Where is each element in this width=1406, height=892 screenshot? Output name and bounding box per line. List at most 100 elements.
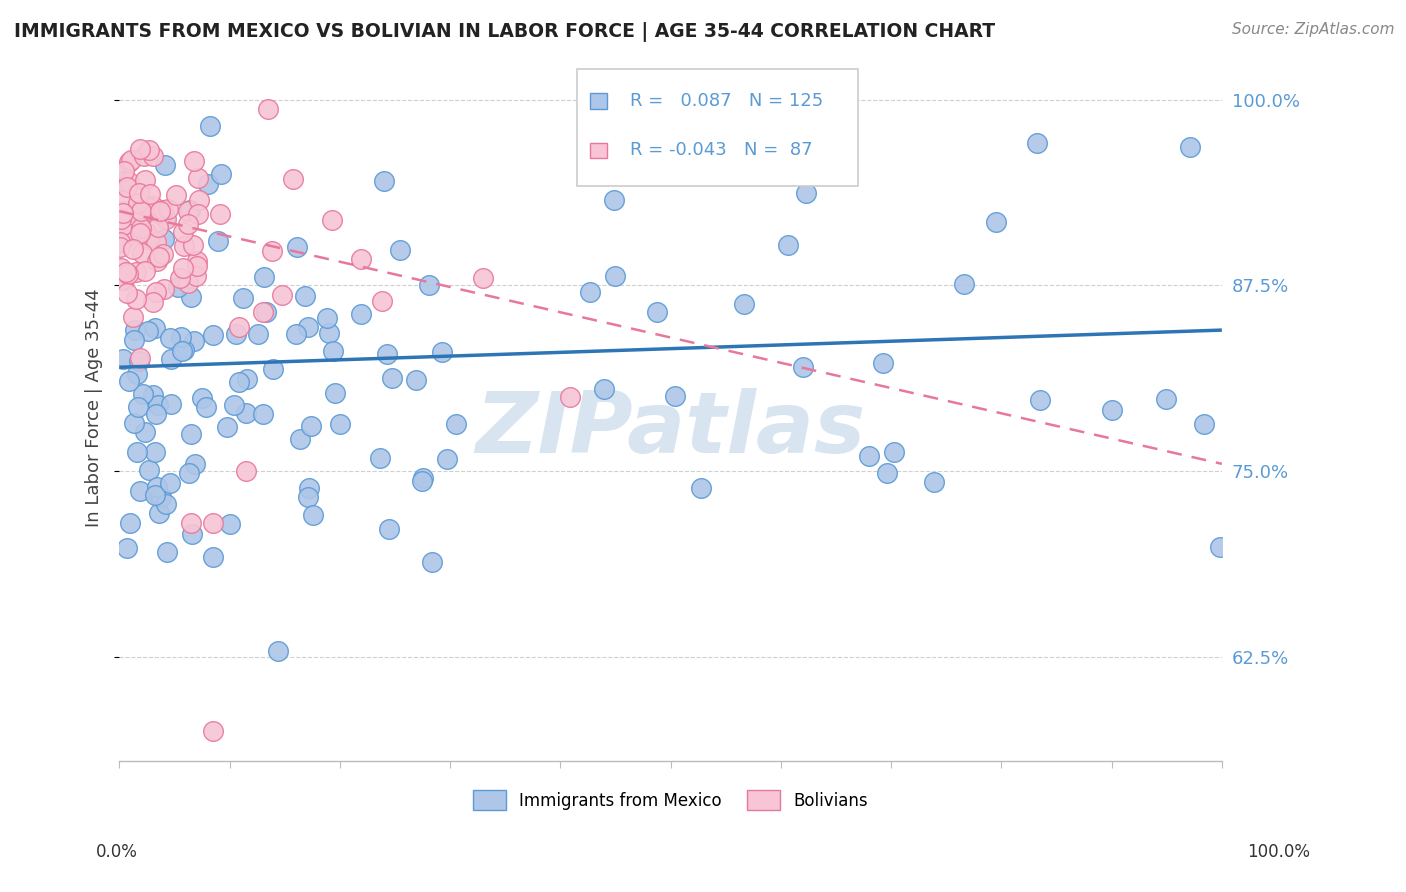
Point [253, 269, 276, 284]
Point [177, 466, 200, 480]
Point [125, 265, 148, 279]
Text: R = -0.043   N =  87: R = -0.043 N = 87 [630, 142, 813, 160]
Point [260, 244, 283, 259]
Text: 100.0%: 100.0% [1247, 843, 1310, 861]
Point [111, 203, 134, 218]
Point [858, 449, 880, 463]
FancyBboxPatch shape [591, 94, 607, 109]
Point [165, 188, 187, 202]
Point [252, 304, 274, 318]
Text: 0.0%: 0.0% [96, 843, 138, 861]
Point [592, 382, 614, 396]
Point [288, 432, 311, 446]
Y-axis label: In Labor Force | Age 35-44: In Labor Force | Age 35-44 [86, 289, 103, 527]
Point [302, 508, 325, 522]
Point [129, 221, 152, 235]
Point [115, 541, 138, 556]
Point [134, 199, 156, 213]
Point [152, 203, 174, 218]
Point [153, 210, 176, 224]
Point [146, 205, 169, 219]
Point [228, 320, 250, 334]
Point [142, 199, 165, 213]
Point [142, 388, 165, 402]
Point [207, 234, 229, 248]
Point [121, 242, 143, 256]
Point [792, 360, 814, 375]
Point [121, 310, 143, 325]
Point [110, 211, 132, 226]
Text: ZIPatlas: ZIPatlas [475, 388, 866, 471]
Text: Source: ZipAtlas.com: Source: ZipAtlas.com [1232, 22, 1395, 37]
Point [187, 170, 209, 185]
Point [420, 555, 443, 569]
Point [159, 475, 181, 490]
Point [112, 351, 135, 366]
Point [252, 407, 274, 421]
Point [128, 226, 150, 240]
Point [190, 391, 212, 405]
Point [1154, 392, 1177, 407]
Point [922, 475, 945, 490]
Point [201, 724, 224, 739]
Point [173, 343, 195, 357]
Point [149, 203, 172, 218]
Point [183, 458, 205, 472]
Point [127, 445, 149, 459]
Point [155, 211, 177, 226]
Point [235, 406, 257, 420]
Point [883, 445, 905, 459]
Point [122, 416, 145, 430]
Point [159, 331, 181, 345]
Point [110, 235, 132, 250]
Point [198, 120, 221, 134]
Point [235, 372, 257, 386]
Point [235, 463, 257, 477]
Point [125, 292, 148, 306]
Point [187, 207, 209, 221]
Point [115, 264, 138, 278]
Point [172, 225, 194, 239]
Point [139, 202, 162, 216]
Point [318, 326, 340, 340]
Text: IMMIGRANTS FROM MEXICO VS BOLIVIAN IN LABOR FORCE | AGE 35-44 CORRELATION CHART: IMMIGRANTS FROM MEXICO VS BOLIVIAN IN LA… [14, 22, 995, 42]
Point [1029, 392, 1052, 407]
Point [321, 213, 343, 227]
Point [177, 217, 200, 231]
Point [134, 264, 156, 278]
Point [197, 177, 219, 191]
Point [155, 158, 177, 172]
Point [1209, 540, 1232, 554]
Point [984, 215, 1007, 229]
Point [118, 375, 141, 389]
Point [112, 163, 135, 178]
Point [148, 250, 170, 264]
Point [297, 491, 319, 505]
Point [217, 420, 239, 434]
Point [180, 527, 202, 541]
Point [298, 481, 321, 495]
Point [377, 522, 399, 536]
Point [1026, 136, 1049, 151]
Point [315, 311, 337, 326]
Point [146, 480, 169, 494]
Point [297, 319, 319, 334]
Point [170, 330, 193, 344]
Point [219, 517, 242, 532]
Point [118, 175, 141, 189]
Point [183, 334, 205, 348]
Point [138, 325, 160, 339]
Point [118, 516, 141, 531]
Point [388, 244, 411, 258]
Point [156, 545, 179, 559]
Point [145, 285, 167, 299]
Point [128, 186, 150, 200]
Point [131, 246, 153, 260]
Point [134, 425, 156, 439]
Point [195, 400, 218, 414]
Point [208, 207, 231, 221]
Point [143, 444, 166, 458]
Point [177, 203, 200, 218]
Point [124, 323, 146, 337]
Point [148, 489, 170, 503]
